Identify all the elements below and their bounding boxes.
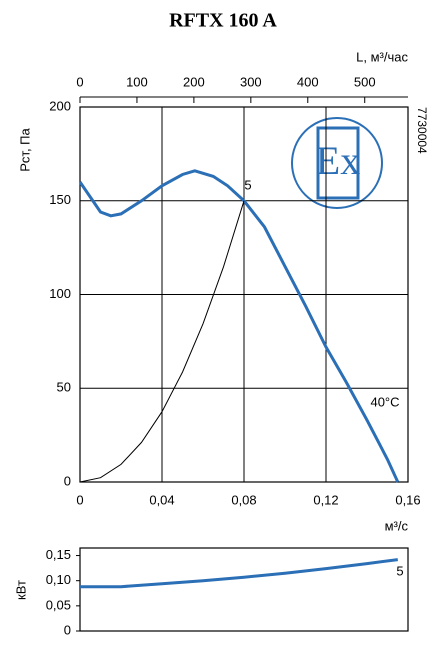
x2-tick-label: 200 (183, 74, 205, 89)
x2-tick-label: 500 (354, 74, 376, 89)
badge-frame (316, 126, 360, 200)
badge-circle (291, 117, 383, 209)
x2-tick-label: 100 (126, 74, 148, 89)
x-tick-label: 0 (76, 492, 83, 507)
ex-badge: Ex (291, 117, 383, 209)
code: 7730004 (415, 107, 429, 154)
y-tick-label: 150 (49, 192, 71, 207)
x-tick-label: 0,12 (313, 492, 338, 507)
x2-axis-label: L, м³/час (356, 49, 408, 64)
x-tick-label: 0,08 (231, 492, 256, 507)
plot-frame (79, 547, 409, 632)
x-axis-label: м³/с (385, 518, 409, 533)
y-axis-label: Pст, Па (17, 127, 32, 171)
y-tick-label: 0,10 (46, 572, 71, 587)
x2-tick-label: 0 (76, 74, 83, 89)
x2-tick-label: 300 (240, 74, 262, 89)
y-tick-label: 0,05 (46, 597, 71, 612)
y-tick-label: 0,15 (46, 547, 71, 562)
plot-frame (79, 106, 409, 483)
series-line (80, 558, 398, 589)
badge-text: Ex (316, 138, 360, 183)
series-line (78, 169, 400, 483)
x-tick-label: 0,16 (395, 492, 420, 507)
annotation: 5 (396, 563, 403, 578)
y-tick-label: 50 (57, 380, 71, 395)
y-axis-label: кВт (13, 580, 28, 600)
annotation: 40°C (370, 394, 399, 409)
y-tick-label: 0 (64, 622, 71, 637)
y-tick-label: 200 (49, 98, 71, 113)
y-tick-label: 0 (64, 473, 71, 488)
x-tick-label: 0,04 (149, 492, 174, 507)
y-tick-label: 100 (49, 286, 71, 301)
annotation: 5 (244, 177, 251, 192)
series-line (79, 200, 245, 483)
chart-title: RFTX 160 A (169, 10, 277, 32)
x2-tick-label: 400 (297, 74, 319, 89)
